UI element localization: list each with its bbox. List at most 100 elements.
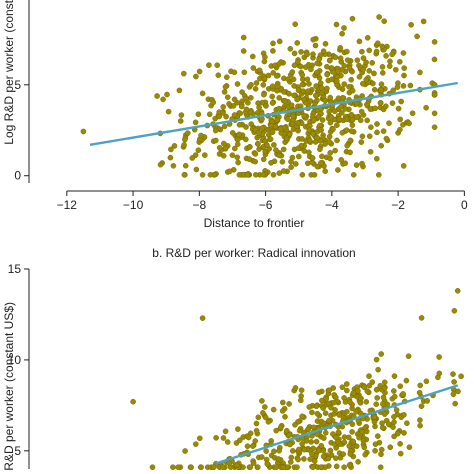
data-point [256, 67, 263, 74]
data-point [346, 462, 353, 469]
data-point [322, 168, 329, 174]
data-point [310, 464, 316, 471]
data-point [417, 417, 423, 423]
data-point [327, 155, 333, 162]
data-point [261, 91, 267, 98]
data-point [220, 435, 227, 441]
data-point [311, 117, 317, 123]
data-point [207, 171, 214, 178]
data-point [382, 103, 389, 109]
data-point [165, 108, 172, 115]
data-point [307, 456, 313, 463]
data-point [267, 136, 274, 142]
data-point [305, 426, 312, 433]
data-point [252, 86, 259, 92]
panel-b-y-axis-label: ) R&D per worker (constant US$) [2, 302, 16, 474]
data-point [372, 447, 378, 454]
data-point [332, 455, 339, 462]
data-point [264, 460, 271, 467]
data-point [394, 84, 401, 90]
data-point [259, 125, 265, 131]
data-point [417, 69, 423, 76]
data-point [436, 354, 442, 360]
data-point [394, 430, 401, 437]
y-tick-label: 0 [14, 169, 21, 183]
data-point [370, 80, 376, 87]
data-point [299, 171, 306, 178]
data-point [418, 403, 425, 410]
data-point [279, 158, 286, 165]
data-point [310, 131, 316, 137]
data-point [389, 51, 395, 58]
data-point [221, 89, 228, 95]
data-point [378, 142, 385, 149]
data-point [401, 72, 407, 79]
data-point [283, 427, 290, 434]
data-point [273, 73, 280, 79]
data-point [285, 116, 291, 122]
data-point [270, 48, 276, 54]
data-point [262, 54, 268, 60]
data-point [318, 127, 324, 133]
data-point [206, 111, 213, 118]
data-point [307, 98, 314, 104]
data-point [246, 156, 253, 162]
data-point [260, 410, 266, 416]
data-point [353, 114, 360, 121]
data-point [371, 419, 378, 425]
data-point [314, 410, 321, 417]
data-point [196, 68, 203, 75]
data-point [404, 420, 410, 427]
data-point [401, 65, 408, 71]
data-point [316, 56, 322, 63]
data-point [362, 451, 369, 458]
data-point [359, 160, 365, 167]
data-point [374, 395, 381, 401]
data-point [248, 82, 254, 88]
data-point [80, 128, 87, 135]
data-point [247, 109, 254, 116]
data-point [409, 110, 416, 116]
data-point [353, 408, 359, 415]
data-point [332, 147, 338, 154]
data-point [326, 57, 333, 64]
data-point [391, 413, 397, 420]
data-point [380, 128, 387, 134]
data-point [298, 387, 305, 394]
data-point [182, 448, 188, 454]
data-point [347, 451, 354, 457]
data-point [275, 456, 282, 462]
data-point [339, 129, 346, 136]
data-point [344, 408, 350, 415]
data-point [346, 443, 353, 449]
data-point [383, 135, 390, 142]
data-point [348, 128, 355, 134]
data-point [312, 42, 319, 49]
data-point [299, 72, 306, 78]
data-point [269, 93, 276, 100]
data-point [377, 100, 384, 106]
data-point [320, 453, 327, 460]
data-point [359, 428, 365, 435]
data-point [167, 154, 174, 161]
data-point [400, 391, 406, 397]
y-tick-label: 15 [8, 262, 22, 276]
data-point [348, 111, 355, 118]
data-point [301, 113, 308, 119]
data-point [378, 446, 385, 453]
data-point [317, 146, 323, 153]
data-point [253, 420, 260, 427]
data-point [314, 163, 321, 170]
data-point [216, 144, 223, 151]
data-point [386, 120, 392, 126]
data-point [377, 464, 384, 471]
data-point [312, 139, 319, 145]
data-point [249, 443, 256, 449]
data-point [283, 135, 290, 141]
data-point [341, 63, 348, 69]
data-point [316, 389, 322, 396]
data-point [431, 91, 438, 98]
data-point [260, 156, 267, 163]
data-point [239, 89, 245, 95]
data-point [397, 450, 404, 457]
